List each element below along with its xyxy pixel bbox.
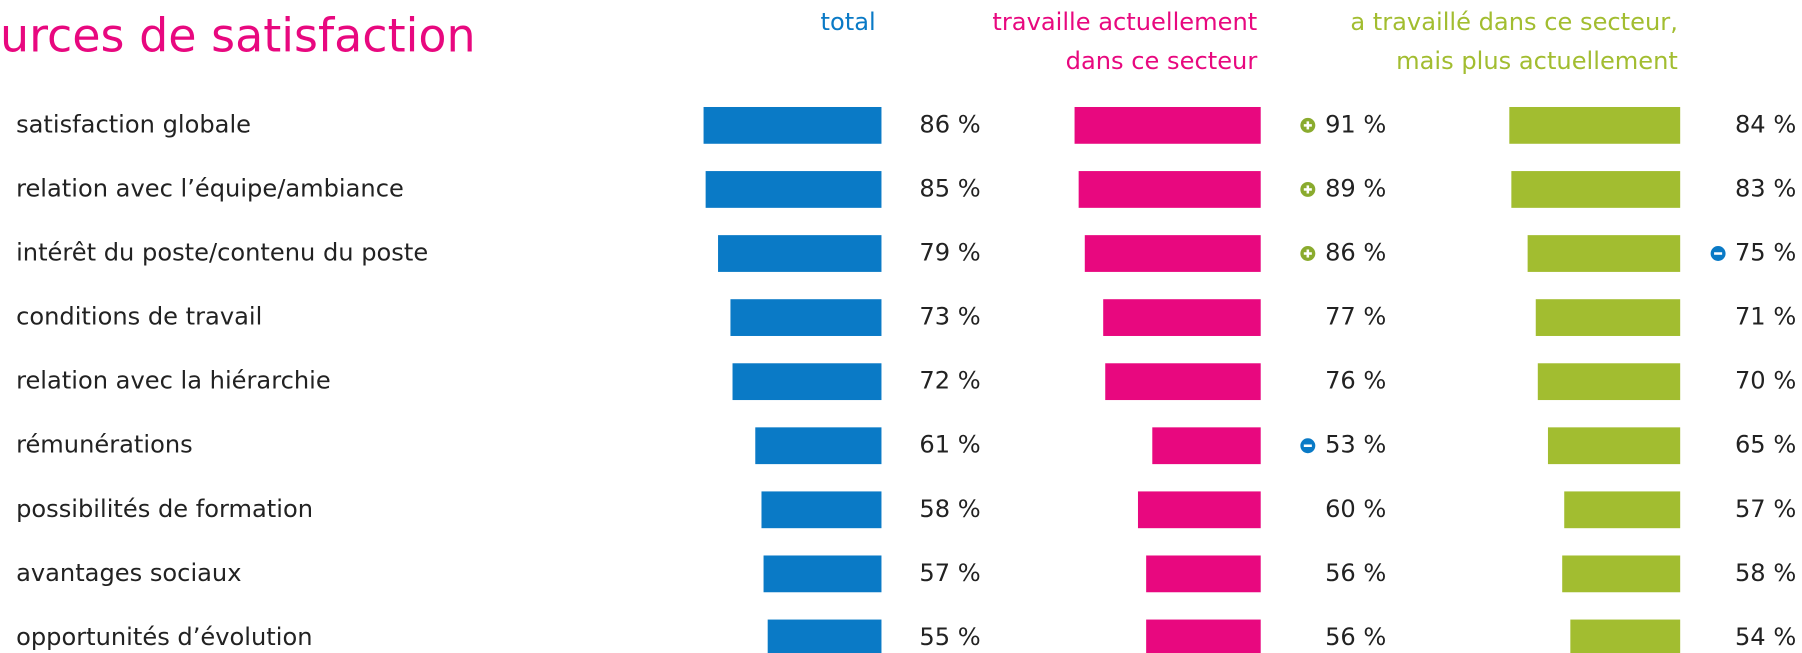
bar bbox=[1527, 235, 1681, 272]
value-label: 53 % bbox=[1325, 431, 1386, 459]
value-label: 73 % bbox=[919, 303, 980, 331]
bar bbox=[1137, 491, 1261, 529]
chart-title: urces de satisfaction bbox=[0, 9, 476, 63]
value-label: 91 % bbox=[1325, 110, 1386, 138]
value-label: 56 % bbox=[1325, 623, 1386, 651]
category-label: relation avec la hiérarchie bbox=[16, 367, 331, 395]
value-label: 70 % bbox=[1735, 367, 1796, 395]
category-label: opportunités d’évolution bbox=[16, 623, 312, 651]
category-label: satisfaction globale bbox=[16, 110, 251, 138]
bar bbox=[1103, 299, 1261, 336]
value-label: 89 % bbox=[1325, 174, 1386, 202]
bar bbox=[703, 106, 882, 144]
category-label: avantages sociaux bbox=[16, 559, 241, 587]
value-label: 79 % bbox=[919, 239, 980, 267]
value-label: 75 % bbox=[1735, 239, 1796, 267]
bar bbox=[1537, 363, 1681, 401]
category-label: relation avec l’équipe/ambiance bbox=[16, 174, 404, 202]
bar bbox=[1562, 555, 1681, 593]
bar bbox=[767, 619, 882, 653]
bar bbox=[718, 235, 882, 272]
value-label: 54 % bbox=[1735, 623, 1796, 651]
value-label: 56 % bbox=[1325, 559, 1386, 587]
value-label: 72 % bbox=[919, 367, 980, 395]
bar bbox=[1105, 363, 1261, 401]
bar bbox=[732, 363, 882, 401]
value-label: 86 % bbox=[919, 110, 980, 138]
series-header: total bbox=[821, 8, 876, 36]
bar bbox=[761, 491, 882, 529]
bar bbox=[763, 555, 882, 593]
bar bbox=[1146, 619, 1261, 653]
series-header: a travaillé dans ce secteur, bbox=[1350, 8, 1678, 36]
series-header: mais plus actuellement bbox=[1396, 47, 1678, 75]
bar bbox=[705, 171, 882, 208]
bar bbox=[1564, 491, 1681, 529]
value-label: 86 % bbox=[1325, 239, 1386, 267]
bar bbox=[1535, 299, 1681, 336]
bar bbox=[1570, 619, 1681, 653]
value-label: 55 % bbox=[919, 623, 980, 651]
value-label: 84 % bbox=[1735, 110, 1796, 138]
bar bbox=[1078, 171, 1261, 208]
series-header: travaille actuellement bbox=[992, 8, 1257, 36]
category-label: conditions de travail bbox=[16, 303, 262, 331]
bar bbox=[1547, 427, 1681, 465]
value-label: 57 % bbox=[919, 559, 980, 587]
bar bbox=[730, 299, 882, 336]
value-label: 76 % bbox=[1325, 367, 1386, 395]
value-label: 58 % bbox=[919, 495, 980, 523]
bar bbox=[1074, 106, 1261, 144]
bar bbox=[1509, 106, 1681, 144]
value-label: 57 % bbox=[1735, 495, 1796, 523]
value-label: 61 % bbox=[919, 431, 980, 459]
value-label: 58 % bbox=[1735, 559, 1796, 587]
bar bbox=[755, 427, 882, 465]
value-label: 77 % bbox=[1325, 303, 1386, 331]
bar bbox=[1511, 171, 1681, 208]
value-label: 71 % bbox=[1735, 303, 1796, 331]
value-label: 60 % bbox=[1325, 495, 1386, 523]
category-label: possibilités de formation bbox=[16, 495, 313, 523]
bar bbox=[1084, 235, 1261, 272]
category-label: intérêt du poste/contenu du poste bbox=[16, 239, 428, 267]
value-label: 83 % bbox=[1735, 174, 1796, 202]
bar bbox=[1146, 555, 1261, 593]
category-label: rémunérations bbox=[16, 431, 193, 459]
bar bbox=[1152, 427, 1261, 465]
value-label: 85 % bbox=[919, 174, 980, 202]
value-label: 65 % bbox=[1735, 431, 1796, 459]
series-header: dans ce secteur bbox=[1066, 47, 1258, 75]
